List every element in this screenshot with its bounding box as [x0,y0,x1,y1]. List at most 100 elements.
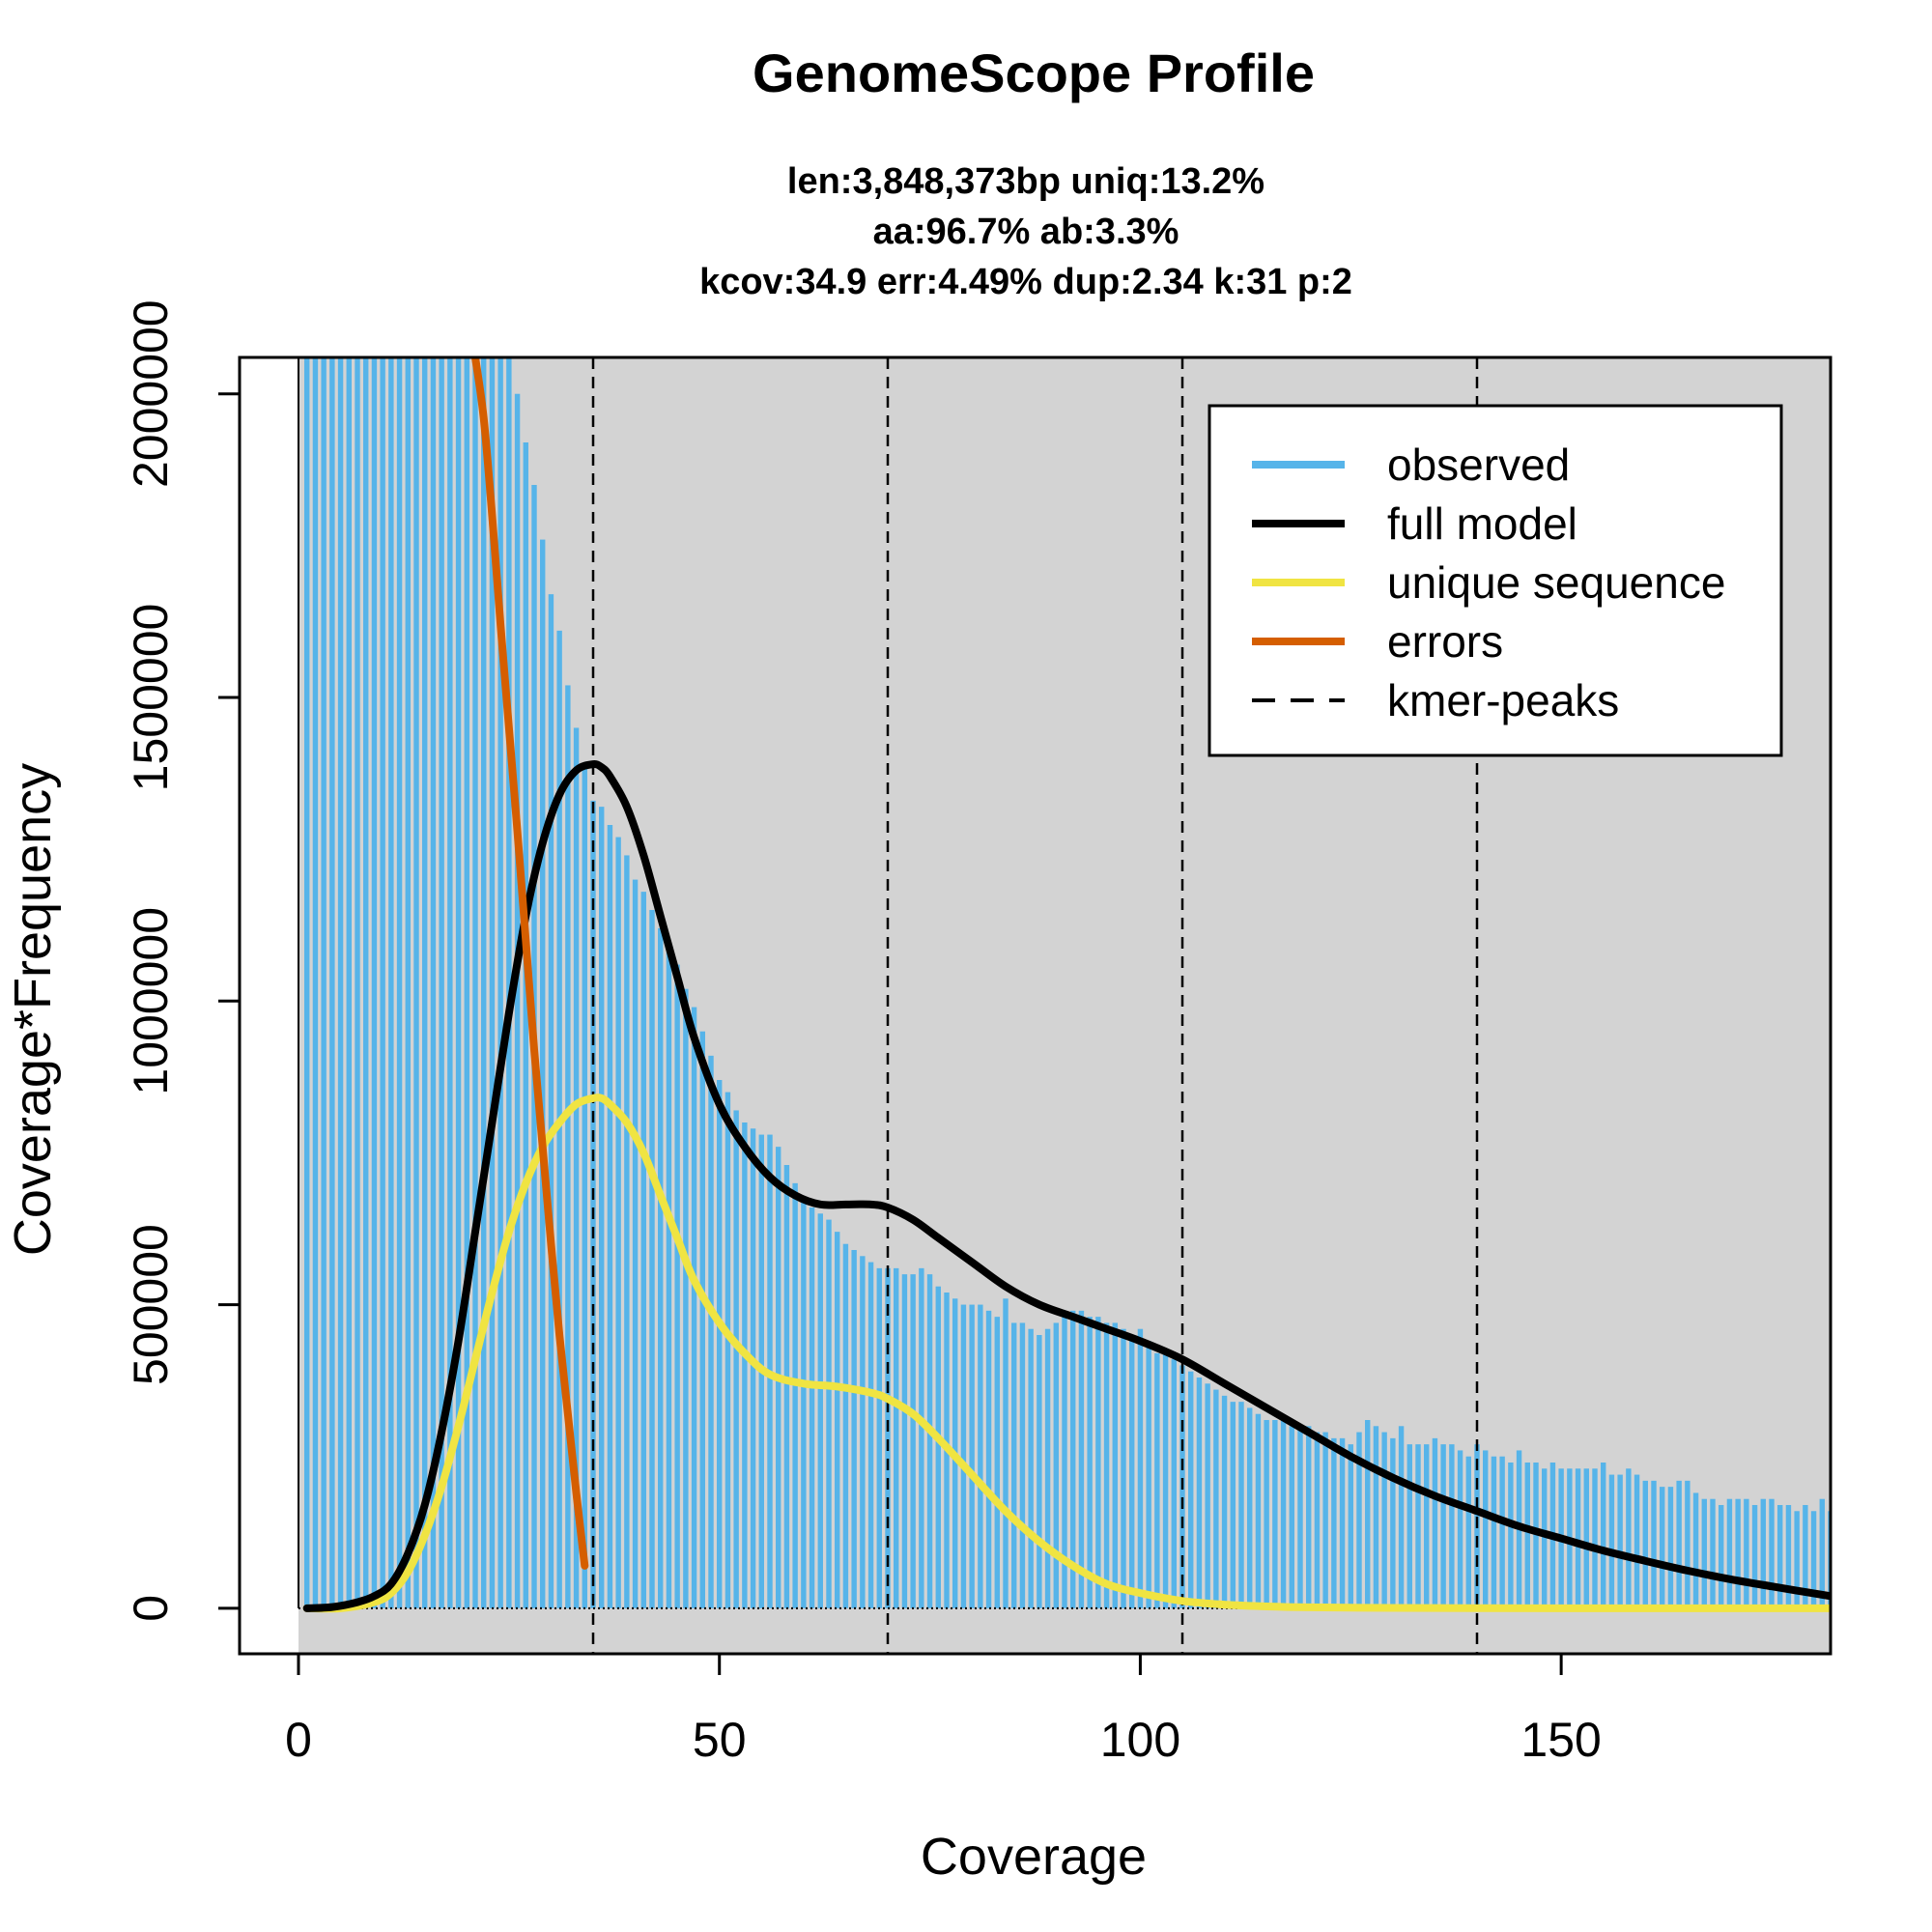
observed-bar [876,1267,882,1608]
observed-bar [413,357,419,1608]
legend-label-errors: errors [1387,616,1503,667]
observed-bar [1735,1498,1741,1608]
observed-bar [1011,1322,1017,1608]
observed-bar [481,357,487,1608]
observed-bar [1794,1511,1800,1608]
observed-bar [724,1092,731,1608]
observed-bar [1499,1456,1505,1608]
observed-bar [447,357,453,1608]
observed-bar [960,1304,967,1608]
observed-bar [1129,1335,1135,1608]
observed-bar [1660,1487,1665,1608]
observed-bar [1264,1420,1269,1608]
legend-label-observed: observed [1387,440,1570,490]
observed-bar [1238,1402,1244,1608]
observed-bar [809,1208,815,1608]
observed-bar [371,357,378,1608]
observed-bar [1726,1498,1733,1608]
observed-bar [1701,1498,1707,1608]
observed-bar [1803,1505,1808,1608]
x-tick-label: 100 [1100,1713,1180,1767]
observed-bar [1019,1322,1026,1608]
y-axis-label: Coverage*Frequency [4,763,62,1256]
observed-bar [666,946,672,1608]
y-tick-label: 2000000 [124,299,178,488]
observed-bar [1533,1463,1539,1608]
observed-bar [1331,1437,1337,1608]
observed-bar [312,357,319,1608]
observed-bar [894,1267,899,1608]
observed-bar [1306,1426,1312,1608]
observed-bar [1608,1474,1615,1608]
observed-bar [783,1165,790,1608]
observed-bar [842,1243,849,1608]
observed-bar [1230,1402,1236,1608]
observed-bar [632,879,639,1608]
observed-bar [1314,1432,1321,1608]
observed-bar [1365,1420,1371,1608]
observed-bar [1634,1474,1640,1608]
observed-bar [1785,1505,1792,1608]
y-tick-label: 1000000 [124,907,178,1095]
observed-bar [430,357,437,1608]
observed-bar [1154,1352,1160,1608]
observed-bar [1491,1456,1497,1608]
observed-bar [1760,1498,1766,1608]
observed-bar [405,357,411,1608]
observed-bar [1322,1432,1328,1608]
full-model-line [302,760,1831,1612]
observed-bar [1542,1468,1548,1608]
observed-bar [885,1267,891,1608]
observed-bar [1508,1463,1514,1608]
observed-bar [926,1274,933,1608]
observed-bar [329,357,335,1608]
observed-bar [599,807,605,1608]
observed-bar [1095,1317,1101,1608]
observed-bar [910,1274,916,1608]
observed-bar [1440,1444,1446,1608]
observed-bar [355,357,360,1608]
observed-bar [1037,1335,1042,1608]
observed-bar [582,764,587,1608]
observed-bar [1221,1395,1228,1608]
observed-bar [1348,1444,1353,1608]
observed-bar [658,927,664,1608]
observed-bar [1642,1480,1648,1608]
chart-subtitle-line-3: kcov:34.9 err:4.49% dup:2.34 k:31 p:2 [699,262,1352,302]
observed-bar [733,1110,739,1608]
observed-bar [901,1274,908,1608]
x-axis-label: Coverage [921,1828,1147,1886]
observed-bar [388,357,394,1608]
observed-bar [1112,1322,1118,1608]
observed-bar [867,1262,874,1608]
observed-bar [1339,1437,1346,1608]
observed-bar [994,1317,1000,1608]
x-axis: 0 50 100 150 [285,1652,1602,1767]
legend-label-full-model: full model [1387,498,1577,549]
observed-bar [1626,1468,1632,1608]
observed-bar [1381,1432,1387,1608]
observed-bar [1751,1505,1758,1608]
observed-bar [708,1055,714,1608]
observed-bar [304,357,310,1608]
observed-bar [1406,1444,1412,1608]
observed-bar [969,1304,975,1608]
observed-bar [607,825,613,1608]
legend-label-kmer-peaks: kmer-peaks [1387,675,1619,725]
observed-bar [624,855,630,1608]
observed-bar [396,357,403,1608]
observed-bar [1280,1420,1287,1608]
observed-bar [489,357,496,1608]
observed-bar [422,357,428,1608]
observed-bar [1087,1317,1093,1608]
observed-bar [1062,1317,1067,1608]
errors-line [471,357,589,1570]
observed-bar [1710,1498,1716,1608]
observed-bar [363,357,369,1608]
observed-bar [742,1122,748,1608]
observed-bar [380,357,385,1608]
observed-bar [1415,1444,1421,1608]
observed-bar [1524,1463,1530,1608]
observed-bar [321,357,327,1608]
